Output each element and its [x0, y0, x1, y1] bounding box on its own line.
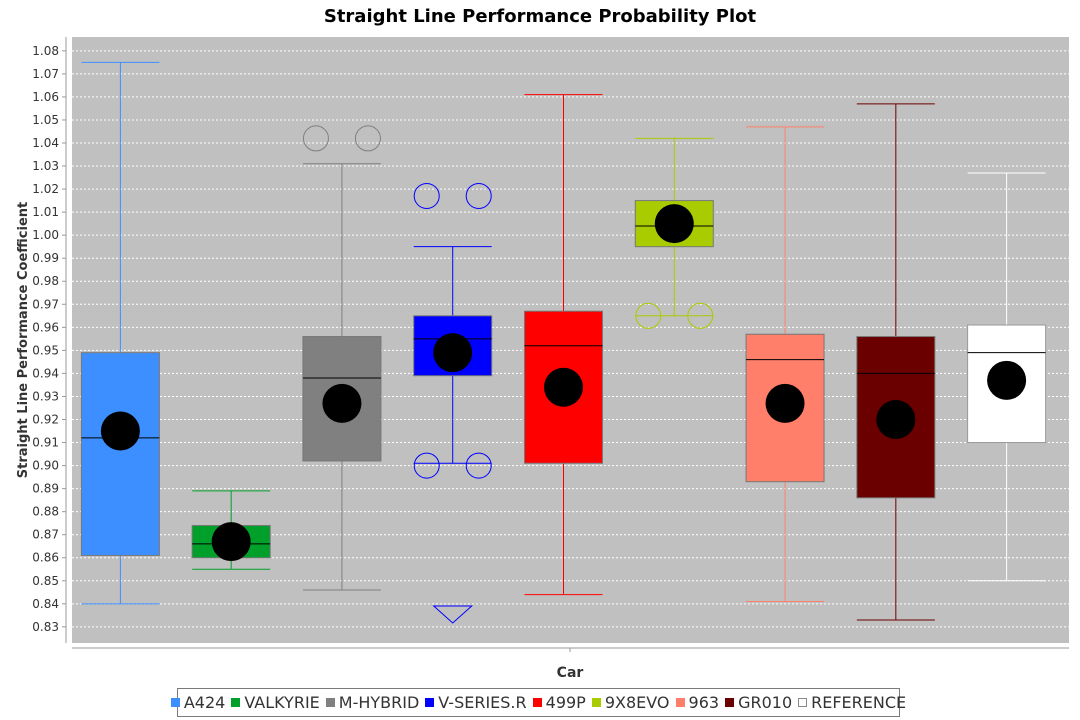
box-gr010: [856, 103, 936, 621]
outlier-point: [413, 182, 440, 209]
boxes: [80, 61, 1047, 624]
legend-swatch: [170, 698, 180, 707]
box-valkyrie: [191, 490, 271, 570]
y-tick-label: 0.98: [32, 274, 59, 288]
outlier-point: [635, 302, 662, 329]
y-axis-label: Straight Line Performance Coefficient: [16, 202, 31, 478]
mean-marker: [100, 411, 140, 451]
y-tick-label: 0.84: [32, 597, 59, 611]
mean-marker: [211, 522, 251, 562]
box-reference: [967, 172, 1047, 582]
outlier-point: [687, 302, 714, 329]
legend-item: VALKYRIE: [231, 693, 320, 712]
legend-item: GR010: [725, 693, 792, 712]
box-iqr: [80, 352, 160, 556]
y-tick-label: 0.87: [32, 528, 59, 542]
legend-swatch: [725, 698, 735, 707]
legend-label: M-HYBRID: [338, 693, 420, 712]
y-tick-label: 0.91: [32, 436, 59, 450]
mean-marker: [876, 399, 916, 439]
legend-item: REFERENCE: [798, 693, 906, 712]
legend-swatch: [231, 698, 241, 707]
legend-label: 9X8EVO: [604, 693, 670, 712]
legend-label: 499P: [545, 693, 586, 712]
y-tick-label: 1.03: [32, 159, 59, 173]
mean-marker: [987, 360, 1027, 400]
legend-swatch: [591, 698, 601, 707]
y-tick-label: 0.99: [32, 251, 59, 265]
outlier-point: [413, 452, 440, 479]
mean-marker: [765, 383, 805, 423]
legend-label: GR010: [738, 693, 793, 712]
x-axis-label: Car: [557, 665, 584, 681]
y-tick-label: 1.04: [32, 136, 59, 150]
y-tick-label: 0.96: [32, 320, 59, 334]
y-tick-label: 0.83: [32, 620, 59, 634]
legend-label: VALKYRIE: [244, 693, 320, 712]
box-a424: [80, 61, 160, 605]
legend-item: 499P: [532, 693, 586, 712]
y-tick-label: 0.88: [32, 505, 59, 519]
legend-label: A424: [183, 693, 226, 712]
legend-swatch: [425, 698, 435, 707]
mean-marker: [544, 367, 583, 407]
legend-item: M-HYBRID: [325, 693, 420, 712]
y-tick-label: 1.01: [32, 205, 59, 219]
y-tick-label: 1.06: [32, 90, 59, 104]
y-tick-label: 1.00: [32, 228, 59, 242]
mean-marker: [654, 204, 694, 244]
y-tick-label: 0.95: [32, 343, 59, 357]
y-tick-label: 1.08: [32, 44, 59, 58]
mean-marker: [433, 333, 473, 373]
y-tick-label: 0.90: [32, 459, 59, 473]
chart-title: Straight Line Performance Probability Pl…: [324, 6, 757, 27]
legend-item: 963: [675, 693, 720, 712]
legend-label: V-SERIES.R: [438, 693, 527, 712]
y-tick-label: 0.85: [32, 574, 59, 588]
mean-marker: [322, 383, 362, 423]
legend-swatch: [798, 698, 808, 707]
y-tick-label: 0.94: [32, 366, 59, 380]
legend-item: V-SERIES.R: [425, 693, 527, 712]
outlier-point: [465, 182, 492, 209]
y-axis-ticks: 0.83 0.84 0.85 0.86 0.87 0.88 0.89 0.90 0.91 0.92…: [32, 44, 66, 634]
legend-item: A424: [170, 693, 226, 712]
legend: A424 VALKYRIE M-HYBRID V-SERIES.R 499P 9X8EVO…: [170, 688, 906, 717]
y-tick-label: 0.93: [32, 389, 59, 403]
box-499p: [524, 94, 603, 596]
legend-item: 9X8EVO: [591, 693, 670, 712]
legend-swatch: [325, 698, 335, 707]
box-v-series-r: [413, 182, 493, 624]
y-tick-label: 1.02: [32, 182, 59, 196]
y-tick-label: 0.97: [32, 297, 59, 311]
y-tick-label: 0.89: [32, 482, 59, 496]
legend-swatch: [675, 698, 685, 707]
legend-swatch: [532, 698, 542, 707]
y-tick-label: 1.05: [32, 113, 59, 127]
outlier-point: [465, 452, 492, 479]
box-m-hybrid: [302, 125, 382, 591]
y-tick-label: 1.07: [32, 67, 59, 81]
box-963: [745, 126, 825, 603]
y-tick-label: 0.86: [32, 551, 59, 565]
outlier-point: [354, 125, 381, 152]
legend-label: 963: [688, 693, 720, 712]
far-outlier-below-marker: [432, 605, 474, 624]
y-tick-label: 0.92: [32, 412, 59, 426]
outlier-point: [302, 125, 329, 152]
legend-label: REFERENCE: [811, 693, 907, 712]
box-9x8evo: [634, 137, 714, 329]
